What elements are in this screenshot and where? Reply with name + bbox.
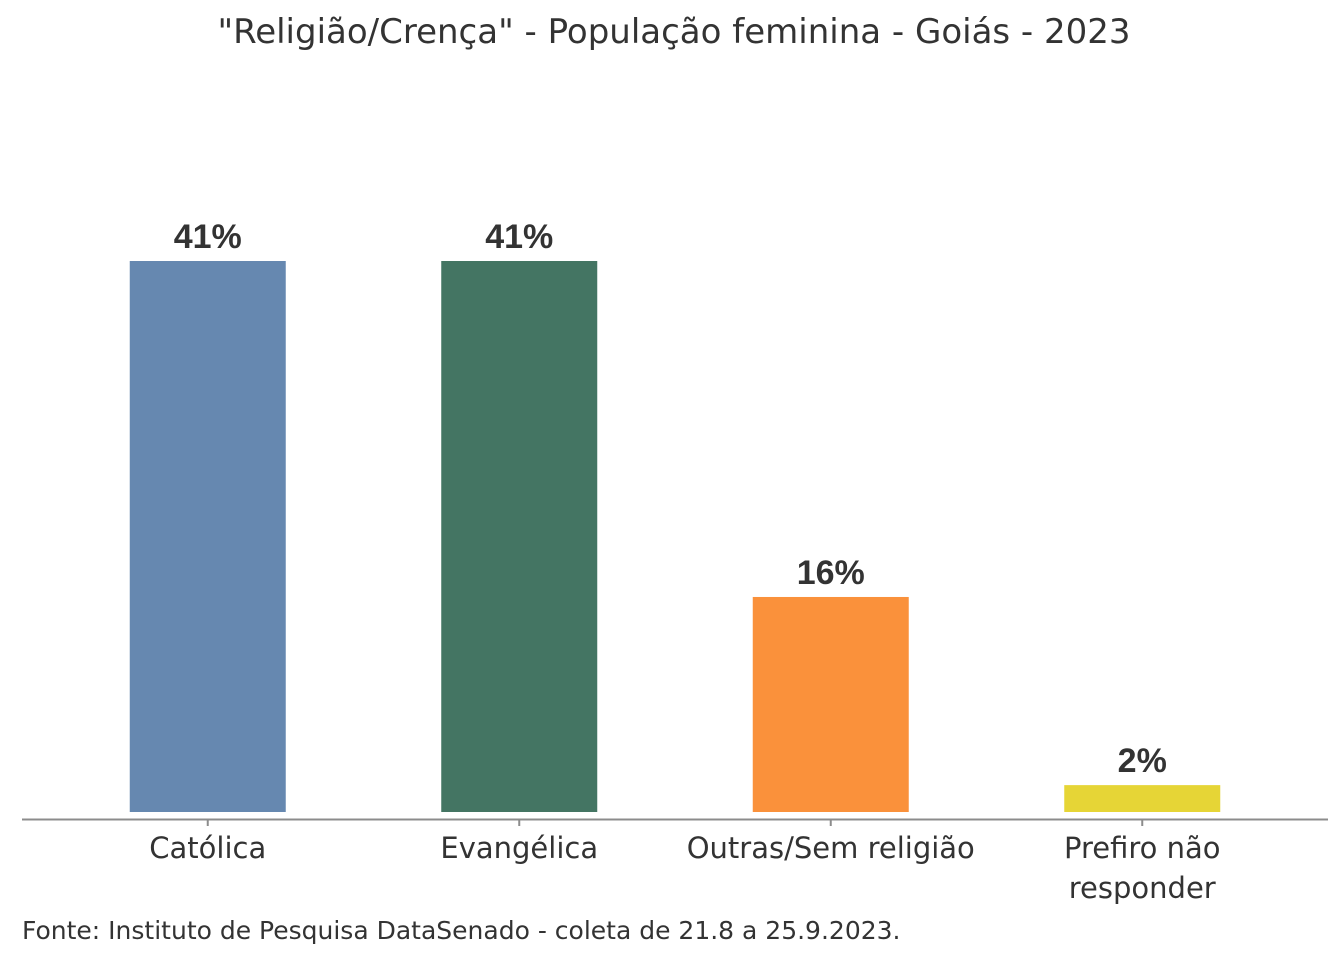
- data-label-2: 16%: [797, 554, 865, 592]
- bar-3: [1064, 785, 1221, 812]
- chart-title: "Religião/Crença" - População feminina -…: [217, 12, 1130, 52]
- category-label-3: responder: [1069, 871, 1216, 905]
- bar-1: [441, 261, 598, 812]
- x-axis-ticks: Católica Evangélica Outras/Sem religião Pre…: [149, 820, 1221, 905]
- bar-2: [752, 596, 909, 812]
- bar-0: [129, 261, 286, 812]
- data-label-0: 41%: [174, 218, 242, 256]
- category-label-2: Outras/Sem religião: [687, 831, 975, 865]
- category-label-3: Prefiro não: [1064, 831, 1221, 865]
- category-label-1: Evangélica: [440, 831, 598, 865]
- source-note: Fonte: Instituto de Pesquisa DataSenado …: [22, 916, 900, 945]
- data-label-1: 41%: [485, 218, 553, 256]
- bars-group: 41% 41% 16% 2%: [129, 218, 1221, 812]
- category-label-0: Católica: [149, 831, 266, 865]
- data-label-3: 2%: [1118, 742, 1167, 780]
